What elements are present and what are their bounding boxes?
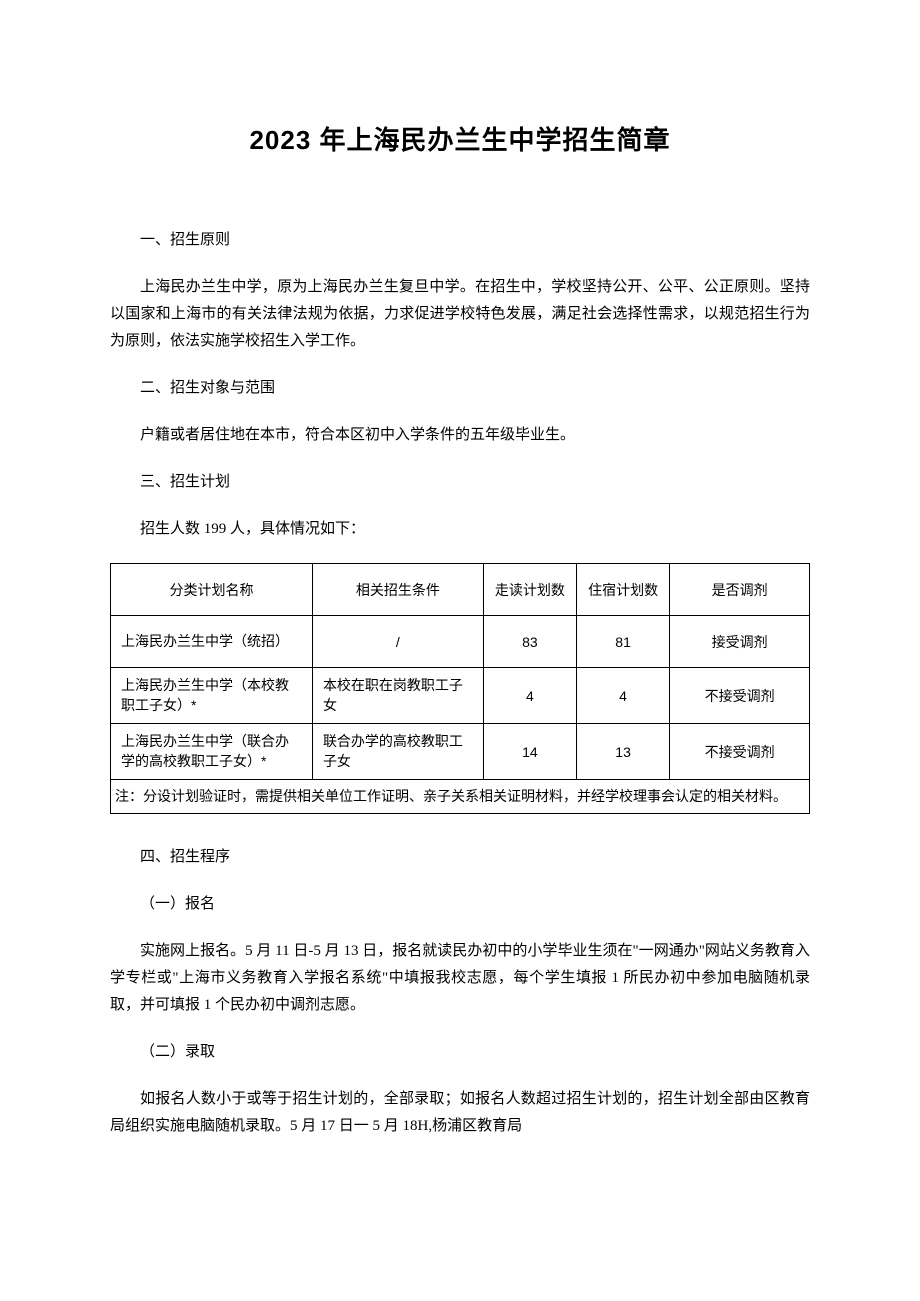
section-3-header: 三、招生计划 bbox=[110, 469, 810, 496]
table-footnote-row: 注：分设计划验证时，需提供相关单位工作证明、亲子关系相关证明材料，并经学校理事会… bbox=[111, 780, 810, 814]
table-header-cell: 相关招生条件 bbox=[312, 564, 483, 616]
table-cell: 本校在职在岗教职工子女 bbox=[312, 668, 483, 724]
section-2-paragraph: 户籍或者居住地在本市，符合本区初中入学条件的五年级毕业生。 bbox=[110, 422, 810, 449]
table-cell: 83 bbox=[483, 616, 576, 668]
table-header-cell: 分类计划名称 bbox=[111, 564, 313, 616]
table-footnote-cell: 注：分设计划验证时，需提供相关单位工作证明、亲子关系相关证明材料，并经学校理事会… bbox=[111, 780, 810, 814]
table-row: 上海民办兰生中学（统招） / 83 81 接受调剂 bbox=[111, 616, 810, 668]
section-4-sub2: （二）录取 bbox=[110, 1039, 810, 1066]
table-cell: 联合办学的高校教职工子女 bbox=[312, 724, 483, 780]
admission-plan-table: 分类计划名称 相关招生条件 走读计划数 住宿计划数 是否调剂 上海民办兰生中学（… bbox=[110, 563, 810, 814]
table-cell: 上海民办兰生中学（本校教职工子女）* bbox=[111, 668, 313, 724]
table-row: 上海民办兰生中学（联合办学的高校教职工子女）* 联合办学的高校教职工子女 14 … bbox=[111, 724, 810, 780]
section-4-paragraph-2: 如报名人数小于或等于招生计划的，全部录取；如报名人数超过招生计划的，招生计划全部… bbox=[110, 1086, 810, 1140]
table-cell: 不接受调剂 bbox=[670, 668, 810, 724]
section-4-paragraph-1: 实施网上报名。5 月 11 日-5 月 13 日，报名就读民办初中的小学毕业生须… bbox=[110, 938, 810, 1019]
section-4-sub1: （一）报名 bbox=[110, 891, 810, 918]
section-1-header: 一、招生原则 bbox=[110, 227, 810, 254]
table-row: 上海民办兰生中学（本校教职工子女）* 本校在职在岗教职工子女 4 4 不接受调剂 bbox=[111, 668, 810, 724]
table-cell: / bbox=[312, 616, 483, 668]
document-title: 2023 年上海民办兰生中学招生简章 bbox=[110, 120, 810, 157]
table-cell: 81 bbox=[576, 616, 669, 668]
table-cell: 上海民办兰生中学（联合办学的高校教职工子女）* bbox=[111, 724, 313, 780]
table-cell: 13 bbox=[576, 724, 669, 780]
table-header-cell: 住宿计划数 bbox=[576, 564, 669, 616]
table-header-row: 分类计划名称 相关招生条件 走读计划数 住宿计划数 是否调剂 bbox=[111, 564, 810, 616]
section-4-header: 四、招生程序 bbox=[110, 844, 810, 871]
section-1-paragraph: 上海民办兰生中学，原为上海民办兰生复旦中学。在招生中，学校坚持公开、公平、公正原… bbox=[110, 274, 810, 355]
table-cell: 上海民办兰生中学（统招） bbox=[111, 616, 313, 668]
table-header-cell: 走读计划数 bbox=[483, 564, 576, 616]
table-cell: 4 bbox=[483, 668, 576, 724]
table-header-cell: 是否调剂 bbox=[670, 564, 810, 616]
section-2-header: 二、招生对象与范围 bbox=[110, 375, 810, 402]
table-cell: 14 bbox=[483, 724, 576, 780]
table-cell: 接受调剂 bbox=[670, 616, 810, 668]
section-3-paragraph: 招生人数 199 人，具体情况如下： bbox=[110, 516, 810, 543]
table-cell: 不接受调剂 bbox=[670, 724, 810, 780]
table-cell: 4 bbox=[576, 668, 669, 724]
